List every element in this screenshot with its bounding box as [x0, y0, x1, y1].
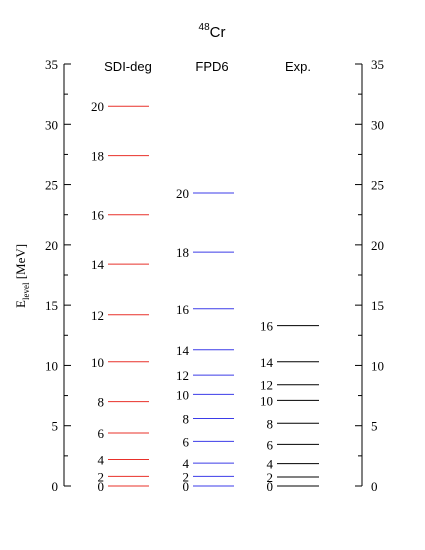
spin-label: 8 — [183, 411, 190, 426]
left-tick-label: 10 — [45, 358, 58, 373]
level-columns: SDI-deg02468101214161820FPD6024681012141… — [91, 59, 319, 494]
left-tick-label: 20 — [45, 238, 58, 253]
spin-label: 12 — [91, 308, 104, 323]
spin-label: 16 — [91, 208, 105, 223]
y-axis-label: Elevel [MeV] — [13, 244, 31, 308]
spin-label: 0 — [183, 479, 190, 494]
spin-label: 14 — [260, 355, 274, 370]
spin-label: 4 — [98, 452, 105, 467]
spin-label: 10 — [91, 355, 104, 370]
right-tick-label: 30 — [371, 117, 384, 132]
right-tick-label: 20 — [371, 238, 384, 253]
level-column-1: FPD6 024 6 8 10 12 14 16 18 20 — [176, 59, 234, 494]
spin-label: 12 — [260, 378, 273, 393]
left-tick-label: 35 — [45, 57, 58, 72]
left-tick-label: 5 — [52, 419, 59, 434]
spin-label: 18 — [176, 245, 189, 260]
spin-label: 8 — [98, 395, 105, 410]
spin-label: 0 — [98, 479, 105, 494]
column-header: SDI-deg — [104, 59, 152, 74]
right-tick-label: 25 — [371, 178, 384, 193]
right-tick-label: 15 — [371, 298, 384, 313]
spin-label: 20 — [91, 99, 104, 114]
spin-label: 12 — [176, 368, 189, 383]
spin-label: 0 — [267, 479, 274, 494]
right-tick-label: 35 — [371, 57, 384, 72]
spin-label: 20 — [176, 186, 189, 201]
spin-label: 14 — [91, 257, 105, 272]
left-tick-label: 30 — [45, 117, 58, 132]
spin-label: 10 — [260, 393, 273, 408]
spin-label: 8 — [267, 416, 274, 431]
y-axis-label-main: E — [13, 300, 28, 308]
left-tick-label: 25 — [45, 178, 58, 193]
spin-label: 16 — [260, 319, 274, 334]
chart-title-mass-number: 48 — [199, 22, 211, 33]
spin-label: 4 — [267, 457, 274, 472]
level-column-0: SDI-deg 02 4 6 8 10 12 14 16 18 20 — [91, 59, 152, 494]
spin-label: 2 — [98, 469, 105, 484]
left-tick-label: 0 — [52, 479, 59, 494]
right-tick-label: 10 — [371, 358, 384, 373]
chart-title-element: Cr — [210, 24, 226, 41]
left-tick-label: 15 — [45, 298, 58, 313]
spin-label: 14 — [176, 343, 190, 358]
spin-label: 18 — [91, 149, 104, 164]
spin-label: 6 — [98, 426, 105, 441]
spin-label: 10 — [176, 387, 189, 402]
spin-label: 2 — [183, 469, 190, 484]
column-header: FPD6 — [195, 59, 228, 74]
spin-label: 16 — [176, 302, 190, 317]
spin-label: 6 — [267, 437, 274, 452]
right-tick-label: 0 — [371, 479, 378, 494]
spin-label: 2 — [267, 470, 274, 485]
chart-title: 48Cr — [199, 22, 226, 41]
y-axis-label-unit: [MeV] — [13, 244, 28, 283]
spin-label: 6 — [183, 434, 190, 449]
column-header: Exp. — [285, 59, 311, 74]
y-axis-label-subscript: level — [21, 282, 31, 300]
right-tick-label: 5 — [371, 419, 378, 434]
spin-label: 4 — [183, 456, 190, 471]
